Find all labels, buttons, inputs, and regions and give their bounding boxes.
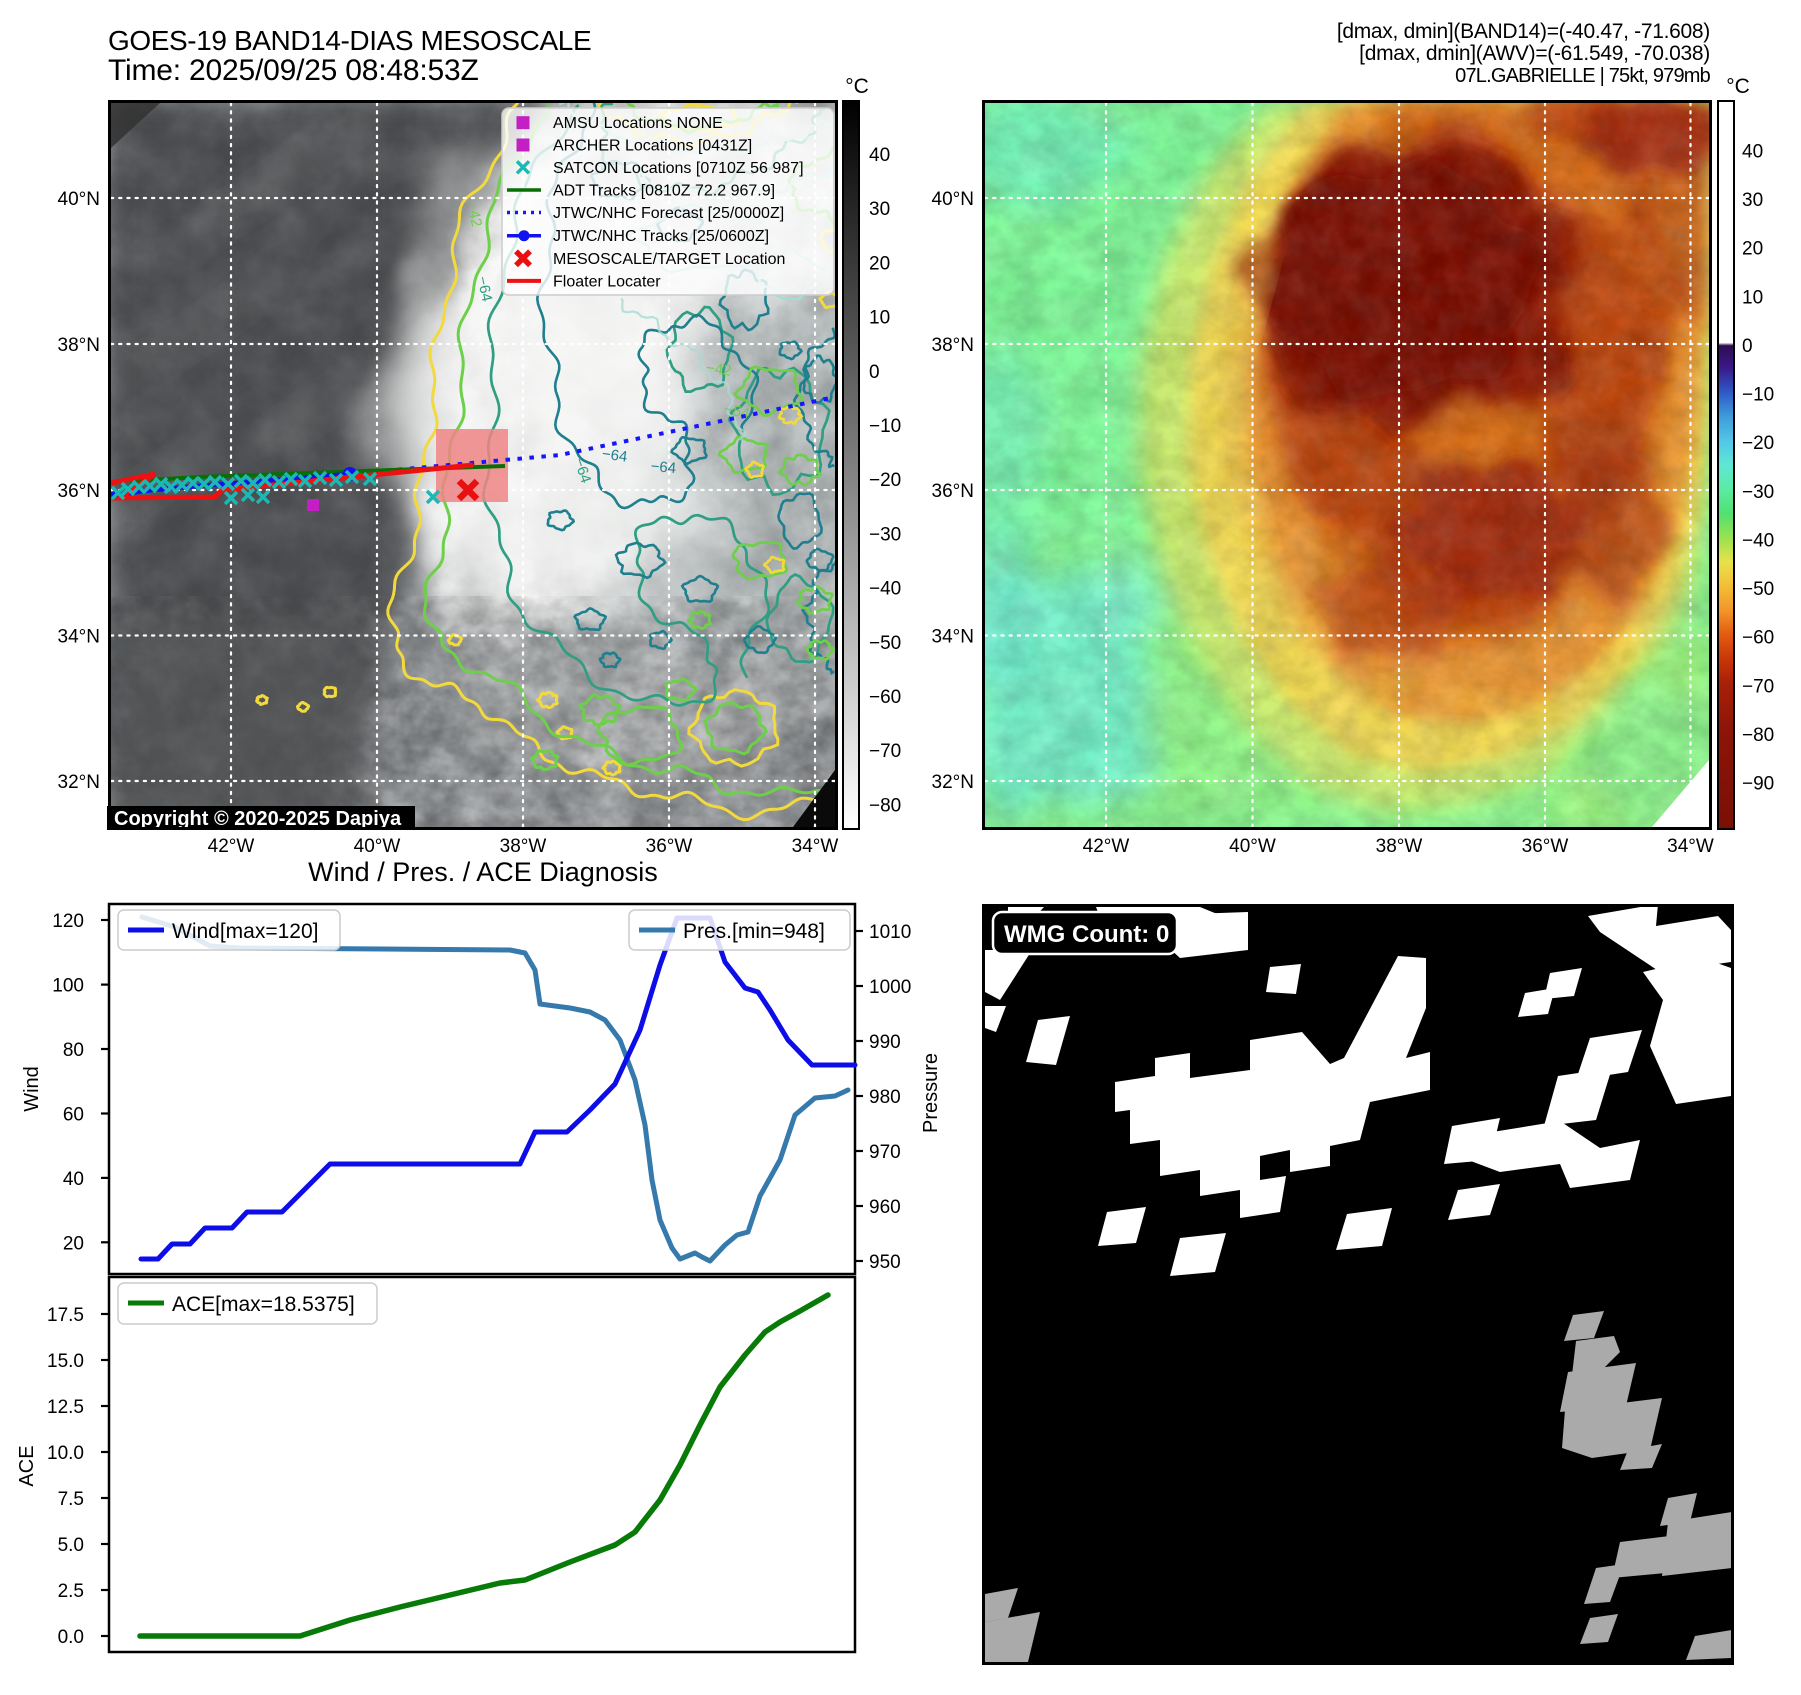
- svg-text:[dmax, dmin](AWV)=(-61.549, -7: [dmax, dmin](AWV)=(-61.549, -70.038): [1359, 42, 1710, 65]
- svg-text:7.5: 7.5: [58, 1489, 84, 1510]
- svg-text:−10: −10: [1742, 385, 1774, 406]
- svg-text:42°W: 42°W: [1083, 836, 1130, 857]
- svg-text:ARCHER Locations [0431Z]: ARCHER Locations [0431Z]: [553, 138, 752, 155]
- svg-text:0.0: 0.0: [58, 1627, 84, 1648]
- svg-text:−20: −20: [1742, 433, 1774, 454]
- svg-text:40: 40: [869, 145, 890, 166]
- svg-text:SATCON Locations [0710Z 56 987: SATCON Locations [0710Z 56 987]: [553, 160, 804, 177]
- svg-text:Floater Locater: Floater Locater: [553, 273, 661, 290]
- svg-text:−50: −50: [1742, 579, 1774, 600]
- svg-text:−30: −30: [1742, 482, 1774, 503]
- svg-text:36°W: 36°W: [1522, 836, 1569, 857]
- svg-text:−42: −42: [705, 359, 733, 379]
- svg-text:Wind[max=120]: Wind[max=120]: [172, 920, 319, 943]
- svg-text:−80: −80: [1742, 725, 1774, 746]
- svg-text:JTWC/NHC Tracks [25/0600Z]: JTWC/NHC Tracks [25/0600Z]: [553, 228, 769, 245]
- svg-text:ACE: ACE: [16, 1445, 38, 1486]
- svg-text:0: 0: [869, 362, 880, 383]
- svg-text:36°W: 36°W: [646, 836, 693, 857]
- svg-text:38°N: 38°N: [932, 335, 974, 356]
- svg-text:20: 20: [1742, 239, 1763, 260]
- svg-text:34°N: 34°N: [932, 627, 974, 648]
- svg-text:MESOSCALE/TARGET Location: MESOSCALE/TARGET Location: [553, 251, 785, 268]
- svg-text:10: 10: [869, 308, 890, 329]
- svg-text:30: 30: [869, 199, 890, 220]
- svg-text:Wind / Pres. / ACE Diagnosis: Wind / Pres. / ACE Diagnosis: [308, 857, 658, 887]
- svg-text:ADT Tracks [0810Z 72.2 967.9]: ADT Tracks [0810Z 72.2 967.9]: [553, 183, 775, 200]
- svg-text:°C: °C: [1726, 75, 1750, 98]
- svg-text:−40: −40: [869, 579, 901, 600]
- svg-text:1010: 1010: [869, 922, 911, 943]
- svg-text:20: 20: [63, 1233, 84, 1254]
- svg-text:100: 100: [52, 976, 84, 997]
- svg-text:990: 990: [869, 1032, 901, 1053]
- svg-text:38°W: 38°W: [1376, 836, 1423, 857]
- svg-text:AMSU Locations NONE: AMSU Locations NONE: [553, 115, 723, 132]
- svg-text:10: 10: [1742, 287, 1763, 308]
- svg-text:[dmax, dmin](BAND14)=(-40.47,: [dmax, dmin](BAND14)=(-40.47, -71.608): [1337, 20, 1710, 43]
- svg-text:0: 0: [1742, 336, 1753, 357]
- svg-text:34°W: 34°W: [1667, 836, 1714, 857]
- svg-text:60: 60: [63, 1105, 84, 1126]
- svg-text:40°W: 40°W: [354, 836, 401, 857]
- svg-text:42°W: 42°W: [208, 836, 255, 857]
- svg-text:32°N: 32°N: [932, 772, 974, 793]
- svg-text:Time: 2025/09/25 08:48:53Z: Time: 2025/09/25 08:48:53Z: [108, 54, 479, 87]
- svg-text:120: 120: [52, 911, 84, 932]
- svg-text:Pres.[min=948]: Pres.[min=948]: [683, 920, 825, 943]
- svg-text:Copyright © 2020-2025 Dapiya: Copyright © 2020-2025 Dapiya: [114, 808, 402, 830]
- svg-text:10.0: 10.0: [47, 1443, 84, 1464]
- svg-text:15.0: 15.0: [47, 1351, 84, 1372]
- svg-text:−50: −50: [869, 633, 901, 654]
- svg-text:−64: −64: [473, 275, 495, 303]
- svg-text:5.0: 5.0: [58, 1535, 84, 1556]
- svg-text:20: 20: [869, 253, 890, 274]
- svg-text:80: 80: [63, 1040, 84, 1061]
- svg-text:−10: −10: [869, 416, 901, 437]
- svg-text:−64: −64: [601, 445, 629, 465]
- svg-text:36°N: 36°N: [932, 481, 974, 502]
- svg-text:−70: −70: [1742, 676, 1774, 697]
- svg-text:34°W: 34°W: [792, 836, 839, 857]
- svg-text:40°N: 40°N: [932, 189, 974, 210]
- svg-text:ACE[max=18.5375]: ACE[max=18.5375]: [172, 1293, 355, 1316]
- svg-text:−40: −40: [1742, 530, 1774, 551]
- svg-text:980: 980: [869, 1087, 901, 1108]
- svg-text:−30: −30: [869, 524, 901, 545]
- svg-text:12.5: 12.5: [47, 1397, 84, 1418]
- svg-text:GOES-19 BAND14-DIAS MESOSCALE: GOES-19 BAND14-DIAS MESOSCALE: [108, 25, 591, 56]
- svg-text:40°W: 40°W: [1229, 836, 1276, 857]
- svg-text:07L.GABRIELLE | 75kt, 979mb: 07L.GABRIELLE | 75kt, 979mb: [1455, 65, 1711, 87]
- svg-text:−64: −64: [650, 458, 677, 477]
- svg-text:−20: −20: [869, 470, 901, 491]
- svg-text:Wind: Wind: [21, 1066, 43, 1112]
- svg-text:960: 960: [869, 1197, 901, 1218]
- svg-text:WMG Count: 0: WMG Count: 0: [1004, 921, 1169, 948]
- svg-text:38°N: 38°N: [58, 335, 100, 356]
- svg-text:36°N: 36°N: [58, 481, 100, 502]
- svg-text:40: 40: [1742, 142, 1763, 163]
- svg-text:Pressure: Pressure: [920, 1053, 942, 1133]
- svg-text:950: 950: [869, 1252, 901, 1273]
- svg-text:−70: −70: [869, 741, 901, 762]
- svg-text:32°N: 32°N: [58, 772, 100, 793]
- svg-text:−60: −60: [1742, 628, 1774, 649]
- svg-text:1000: 1000: [869, 977, 911, 998]
- svg-text:970: 970: [869, 1142, 901, 1163]
- svg-text:−90: −90: [1742, 774, 1774, 795]
- svg-text:30: 30: [1742, 190, 1763, 211]
- svg-text:2.5: 2.5: [58, 1581, 84, 1602]
- svg-text:40: 40: [63, 1169, 84, 1190]
- svg-text:17.5: 17.5: [47, 1305, 84, 1326]
- svg-text:34°N: 34°N: [58, 627, 100, 648]
- svg-text:−42: −42: [464, 200, 485, 228]
- svg-text:°C: °C: [845, 75, 869, 98]
- svg-text:38°W: 38°W: [500, 836, 547, 857]
- svg-text:−60: −60: [869, 687, 901, 708]
- svg-text:40°N: 40°N: [58, 189, 100, 210]
- svg-text:−80: −80: [869, 795, 901, 816]
- svg-text:JTWC/NHC Forecast [25/0000Z]: JTWC/NHC Forecast [25/0000Z]: [553, 205, 784, 222]
